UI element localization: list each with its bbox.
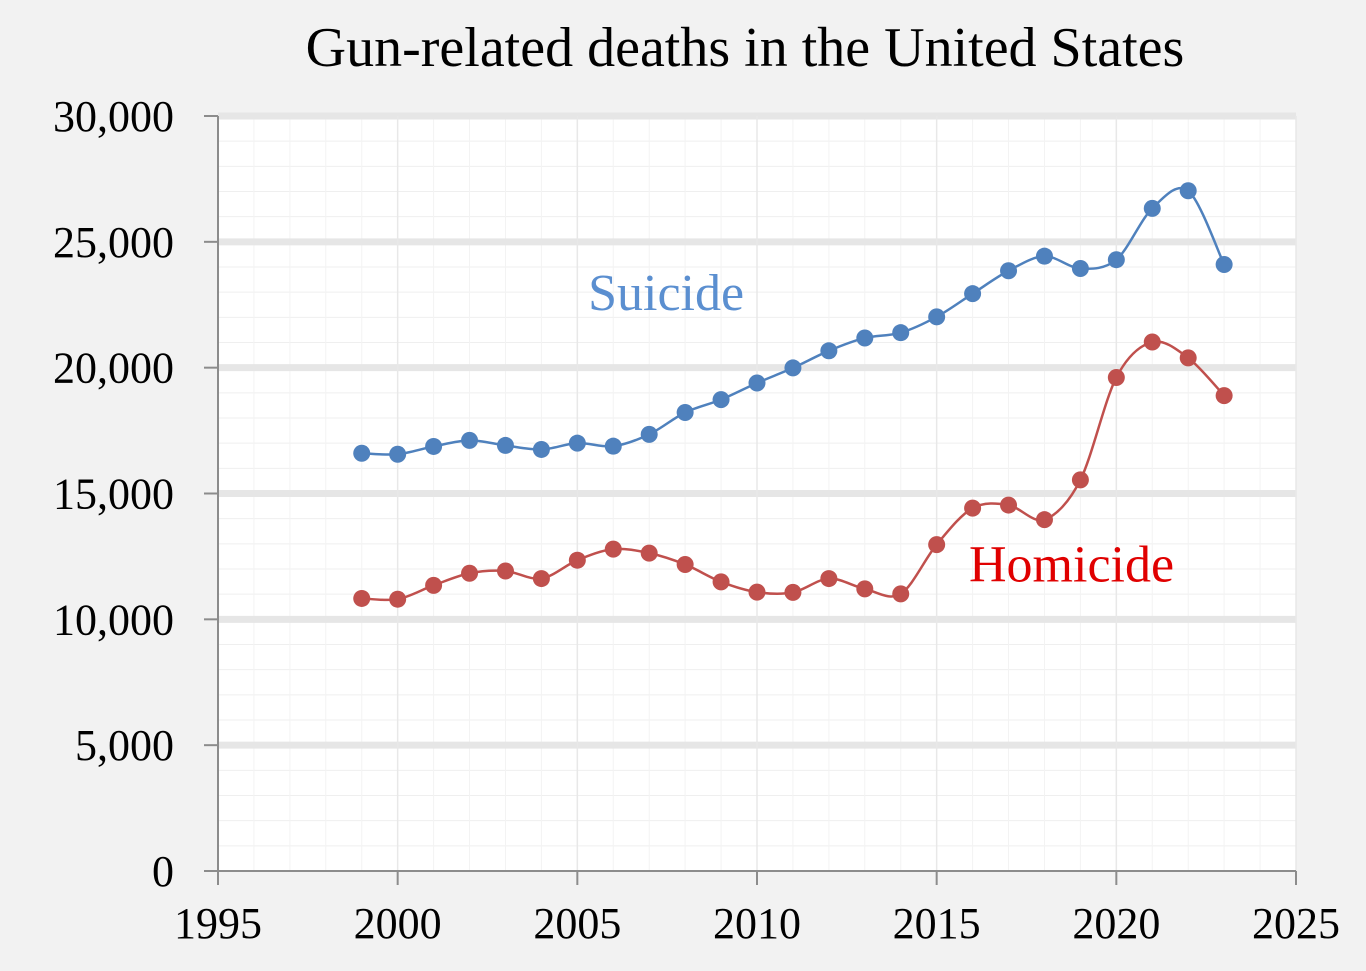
- suicide-point: [856, 329, 874, 347]
- suicide-point: [964, 285, 982, 303]
- suicide-point: [568, 434, 586, 452]
- suicide-point: [1107, 251, 1125, 269]
- suicide-point: [532, 440, 550, 458]
- x-tick-label: 2000: [354, 899, 442, 948]
- homicide-point: [928, 536, 946, 554]
- y-tick-label: 0: [152, 847, 174, 896]
- x-tick-label: 1995: [174, 899, 262, 948]
- suicide-series-label: Suicide: [588, 265, 744, 322]
- suicide-point: [461, 431, 479, 449]
- homicide-point: [1215, 387, 1233, 405]
- x-tick-label: 2005: [533, 899, 621, 948]
- homicide-point: [1035, 511, 1053, 529]
- suicide-point: [748, 374, 766, 392]
- x-tick-label: 2025: [1252, 899, 1340, 948]
- suicide-point: [389, 445, 407, 463]
- homicide-point: [820, 570, 838, 588]
- homicide-point: [964, 499, 982, 517]
- homicide-point: [461, 564, 479, 582]
- homicide-point: [1143, 333, 1161, 351]
- suicide-point: [604, 437, 622, 455]
- suicide-point: [1035, 247, 1053, 265]
- homicide-point: [1000, 496, 1018, 514]
- suicide-point: [1000, 262, 1018, 280]
- homicide-series: [353, 333, 1233, 608]
- homicide-point: [532, 570, 550, 588]
- homicide-point: [604, 540, 622, 558]
- y-tick-label: 20,000: [53, 344, 174, 393]
- x-tick-label: 2015: [893, 899, 981, 948]
- suicide-point: [425, 437, 443, 455]
- homicide-point: [1179, 349, 1197, 367]
- suicide-point: [676, 403, 694, 421]
- x-tick-label: 2020: [1072, 899, 1160, 948]
- suicide-point: [892, 324, 910, 342]
- chart-title: Gun-related deaths in the United States: [306, 17, 1185, 79]
- suicide-series: [353, 182, 1233, 463]
- suicide-point: [640, 425, 658, 443]
- suicide-point: [928, 308, 946, 326]
- homicide-point: [353, 589, 371, 607]
- homicide-point: [389, 590, 407, 608]
- homicide-series-label: Homicide: [969, 537, 1174, 594]
- homicide-point: [568, 551, 586, 569]
- series-layer: [353, 182, 1233, 608]
- y-tick-label: 5,000: [75, 721, 174, 770]
- suicide-point: [353, 444, 371, 462]
- x-axis-tick-labels: 1995 2000 2005 2010 2015 2020 2025: [174, 899, 1340, 948]
- y-tick-label: 10,000: [53, 595, 174, 644]
- homicide-point: [1071, 471, 1089, 489]
- homicide-point: [892, 585, 910, 603]
- homicide-point: [784, 583, 802, 601]
- suicide-point: [1071, 260, 1089, 278]
- major-gridlines: [218, 112, 1297, 871]
- suicide-point: [1179, 182, 1197, 200]
- suicide-point: [712, 391, 730, 409]
- y-tick-label: 30,000: [53, 92, 174, 141]
- homicide-point: [676, 555, 694, 573]
- y-axis-tick-labels: 0 5,000 10,000 15,000 20,000 25,000 30,000: [53, 92, 174, 896]
- suicide-point: [784, 359, 802, 377]
- suicide-point: [496, 436, 514, 454]
- suicide-point: [820, 342, 838, 360]
- y-tick-label: 25,000: [53, 218, 174, 267]
- homicide-point: [1107, 368, 1125, 386]
- axes: [204, 115, 1297, 885]
- suicide-point: [1215, 255, 1233, 273]
- suicide-point: [1143, 199, 1161, 217]
- homicide-point: [856, 580, 874, 598]
- homicide-point: [425, 576, 443, 594]
- homicide-point: [496, 562, 514, 580]
- homicide-point: [640, 544, 658, 562]
- x-tick-label: 2010: [713, 899, 801, 948]
- homicide-point: [712, 573, 730, 591]
- series-labels: Suicide Homicide: [588, 265, 1174, 594]
- y-tick-label: 15,000: [53, 470, 174, 519]
- homicide-point: [748, 583, 766, 601]
